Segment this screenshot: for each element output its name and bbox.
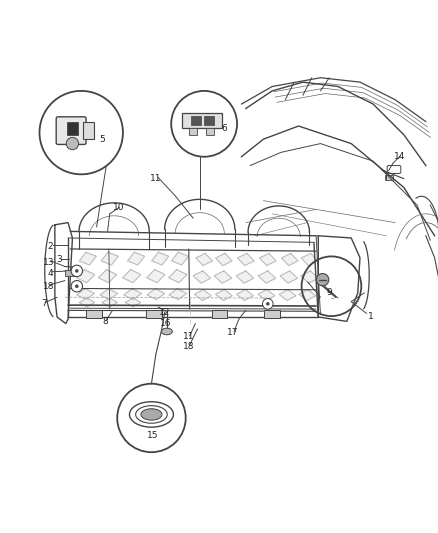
Polygon shape — [236, 289, 253, 301]
Circle shape — [71, 265, 82, 277]
Bar — [145, 310, 161, 318]
Text: 11: 11 — [183, 332, 194, 341]
Polygon shape — [77, 289, 94, 300]
Text: 9: 9 — [325, 288, 332, 297]
Polygon shape — [215, 253, 232, 265]
Bar — [206, 128, 214, 135]
Bar — [67, 122, 78, 135]
Bar — [188, 128, 196, 135]
Bar — [182, 113, 221, 128]
Polygon shape — [127, 252, 144, 265]
Polygon shape — [79, 298, 95, 307]
Polygon shape — [79, 252, 96, 265]
Bar — [264, 310, 279, 318]
Text: 14: 14 — [393, 152, 404, 161]
Circle shape — [265, 302, 269, 305]
Polygon shape — [102, 298, 117, 307]
Polygon shape — [237, 253, 254, 265]
Text: 7: 7 — [41, 300, 47, 308]
Bar — [211, 310, 227, 318]
Polygon shape — [259, 253, 276, 265]
Polygon shape — [124, 289, 141, 300]
Polygon shape — [258, 289, 274, 301]
Text: 15: 15 — [146, 431, 158, 440]
Circle shape — [66, 138, 78, 150]
Polygon shape — [100, 289, 117, 300]
Ellipse shape — [141, 409, 162, 420]
Bar — [191, 116, 200, 125]
Polygon shape — [214, 271, 231, 283]
Polygon shape — [236, 271, 253, 283]
Polygon shape — [125, 298, 140, 307]
Text: 13: 13 — [43, 257, 55, 266]
Text: 12: 12 — [159, 308, 170, 317]
Text: 4: 4 — [48, 269, 53, 278]
Polygon shape — [169, 289, 186, 300]
Text: 10: 10 — [113, 203, 124, 212]
FancyBboxPatch shape — [386, 166, 400, 173]
Text: 6: 6 — [220, 124, 226, 133]
Text: 17: 17 — [226, 328, 238, 337]
Circle shape — [75, 285, 78, 288]
Polygon shape — [195, 253, 212, 265]
Text: 2: 2 — [48, 242, 53, 251]
Text: 8: 8 — [102, 317, 108, 326]
Polygon shape — [194, 289, 211, 301]
Text: 11: 11 — [150, 174, 161, 183]
Polygon shape — [146, 270, 165, 282]
Text: 18: 18 — [42, 282, 54, 291]
Text: 18: 18 — [183, 342, 194, 351]
Polygon shape — [281, 253, 297, 265]
Polygon shape — [279, 271, 297, 283]
Text: 3: 3 — [56, 255, 62, 264]
FancyBboxPatch shape — [56, 117, 86, 144]
Polygon shape — [122, 270, 141, 282]
Circle shape — [71, 280, 82, 292]
Polygon shape — [258, 271, 275, 283]
Polygon shape — [300, 253, 317, 265]
Circle shape — [75, 269, 78, 273]
Text: 5: 5 — [99, 135, 105, 144]
Polygon shape — [168, 270, 187, 282]
Polygon shape — [215, 289, 232, 301]
Polygon shape — [76, 270, 95, 282]
Circle shape — [262, 298, 272, 309]
Polygon shape — [152, 252, 168, 265]
Polygon shape — [279, 289, 295, 301]
Ellipse shape — [161, 328, 172, 335]
Polygon shape — [101, 252, 118, 265]
Text: 16: 16 — [160, 319, 171, 328]
Circle shape — [316, 273, 328, 286]
Polygon shape — [147, 289, 164, 300]
Bar — [385, 175, 392, 180]
Bar — [83, 122, 94, 139]
Bar — [86, 310, 102, 318]
Bar — [65, 270, 74, 276]
Polygon shape — [193, 271, 210, 283]
Polygon shape — [300, 271, 318, 283]
Text: 1: 1 — [367, 312, 373, 321]
Polygon shape — [98, 270, 117, 282]
Bar — [204, 116, 213, 125]
Polygon shape — [298, 289, 315, 301]
Polygon shape — [171, 252, 188, 265]
